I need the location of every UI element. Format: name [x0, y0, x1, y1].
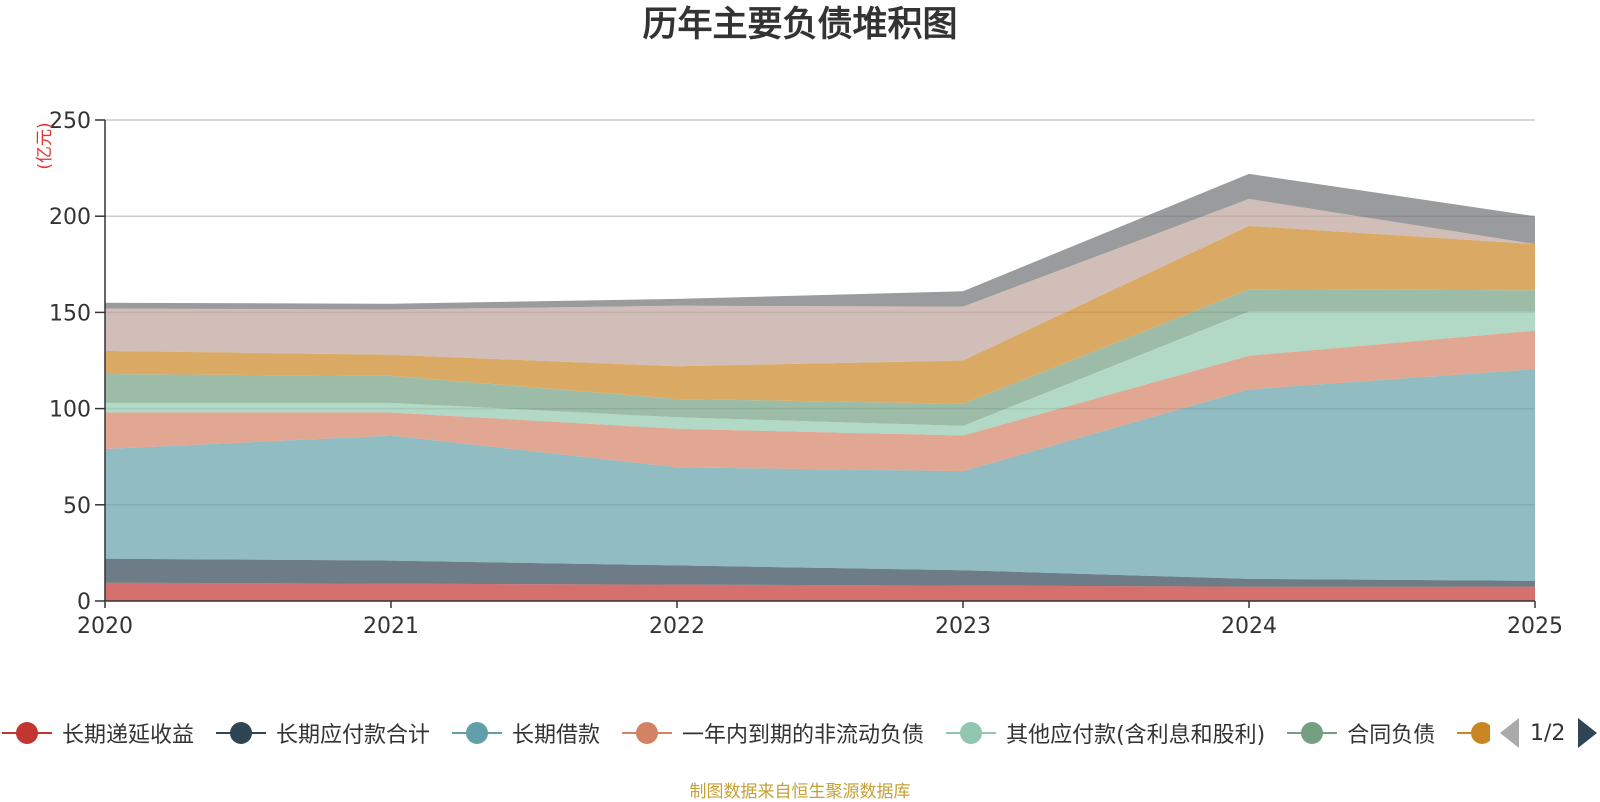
- legend-item-1[interactable]: 长期应付款合计: [216, 708, 430, 758]
- y-tick-label: 50: [63, 494, 91, 519]
- legend-marker-icon: [452, 721, 503, 745]
- legend-marker-icon: [216, 721, 267, 745]
- legend: 长期递延收益 长期应付款合计 长期借款 一年内到期的非流动负债 其他应付款(含利息和股利…: [0, 708, 1490, 758]
- legend-item-label: 长期借款: [512, 723, 601, 748]
- legend-marker-icon: [2, 721, 52, 745]
- y-tick-label: 200: [49, 205, 91, 230]
- data-source-note: 制图数据来自恒生聚源数据库: [689, 782, 911, 802]
- x-tick-label: 2021: [363, 614, 419, 639]
- legend-marker-icon: [1457, 721, 1490, 745]
- axes: 0 50 100 150 200 250 2020 2021 2022 2023 2024 2025: [49, 109, 1563, 639]
- legend-marker-icon: [622, 721, 673, 745]
- legend-item-label: 一年内到期的非流动负债: [682, 723, 925, 748]
- x-tick-label: 2024: [1221, 614, 1277, 639]
- area-series-1[interactable]: [105, 558, 1535, 587]
- legend-marker-icon: [946, 721, 997, 745]
- legend-item-6[interactable]: 应付账款: [1457, 708, 1490, 758]
- x-tick-label: 2023: [935, 614, 991, 639]
- legend-marker-icon: [1287, 721, 1338, 745]
- legend-next-page-icon[interactable]: [1578, 718, 1598, 748]
- legend-item-5[interactable]: 合同负债: [1287, 708, 1435, 758]
- legend-pager: 1/2: [1500, 715, 1598, 751]
- area-series-4[interactable]: [105, 311, 1535, 436]
- legend-item-label: 长期递延收益: [62, 723, 195, 748]
- y-tick-label: 150: [49, 301, 91, 326]
- stacked-areas: [105, 173, 1535, 601]
- y-tick-label: 250: [49, 109, 91, 134]
- area-series-7[interactable]: [105, 198, 1535, 367]
- legend-prev-page-icon[interactable]: [1500, 718, 1519, 748]
- x-tick-label: 2025: [1507, 614, 1563, 639]
- y-tick-label: 100: [49, 398, 91, 423]
- legend-item-4[interactable]: 其他应付款(含利息和股利): [946, 708, 1265, 758]
- legend-item-0[interactable]: 长期递延收益: [2, 708, 194, 758]
- area-series-5[interactable]: [105, 289, 1535, 426]
- area-series-3[interactable]: [105, 330, 1535, 472]
- area-series-2[interactable]: [105, 369, 1535, 581]
- y-axis-unit-label: (亿元): [35, 122, 55, 169]
- legend-item-label: 合同负债: [1347, 723, 1436, 748]
- area-series-0[interactable]: [105, 582, 1535, 601]
- legend-item-3[interactable]: 一年内到期的非流动负债: [622, 708, 924, 758]
- legend-page-indicator: 1/2: [1530, 720, 1566, 746]
- y-tick-label: 0: [77, 590, 91, 615]
- area-series-8[interactable]: [105, 173, 1535, 310]
- x-tick-label: 2020: [77, 614, 133, 639]
- area-series-6[interactable]: [105, 225, 1535, 404]
- x-tick-label: 2022: [649, 614, 705, 639]
- chart-title: 历年主要负债堆积图: [642, 5, 958, 45]
- legend-item-label: 其他应付款(含利息和股利): [1006, 723, 1266, 748]
- legend-item-label: 长期应付款合计: [276, 723, 431, 748]
- legend-item-2[interactable]: 长期借款: [452, 708, 600, 758]
